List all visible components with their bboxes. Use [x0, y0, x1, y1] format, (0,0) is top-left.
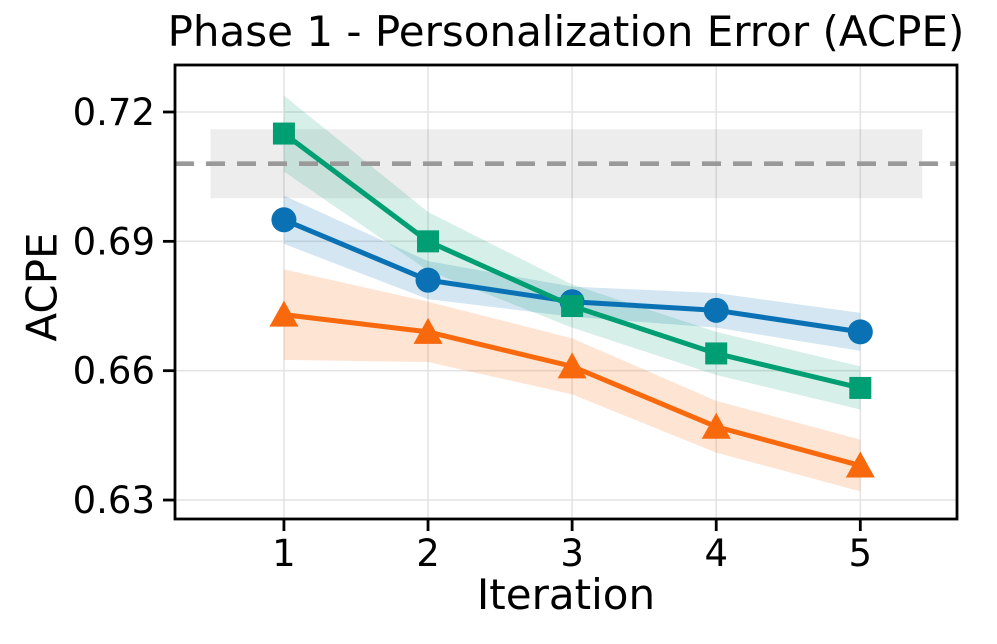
marker-square-green — [561, 295, 584, 318]
marker-triangle-orange — [413, 317, 443, 344]
series-ribbon-green — [283, 95, 861, 410]
marker-square-green — [417, 230, 440, 253]
marker-circle-blue — [415, 267, 441, 293]
y-tick-label: 0.63 — [73, 479, 155, 522]
x-axis-label: Iteration — [476, 570, 656, 619]
marker-triangle-orange — [269, 300, 299, 327]
x-tick-label: 1 — [272, 532, 296, 575]
marker-triangle-orange — [701, 412, 731, 439]
marker-square-green — [272, 122, 295, 145]
marker-triangle-orange — [557, 352, 587, 379]
x-tick-label: 3 — [560, 532, 584, 575]
plot-border — [173, 63, 959, 521]
chart-title: Phase 1 - Personalization Error (ACPE) — [167, 7, 965, 56]
y-tick-label: 0.72 — [73, 91, 155, 134]
y-axis-label: ACPE — [17, 232, 67, 342]
y-tick-label: 0.66 — [73, 350, 155, 393]
marker-circle-blue — [271, 207, 297, 233]
x-tick-label: 4 — [704, 532, 728, 575]
marker-square-green — [849, 376, 872, 399]
y-tick-label: 0.69 — [73, 220, 155, 263]
marker-circle-blue — [847, 319, 873, 345]
marker-circle-blue — [703, 297, 729, 323]
marker-square-green — [705, 342, 728, 365]
x-tick-label: 5 — [849, 532, 873, 575]
marker-triangle-orange — [845, 451, 875, 478]
x-tick-label: 2 — [416, 532, 440, 575]
